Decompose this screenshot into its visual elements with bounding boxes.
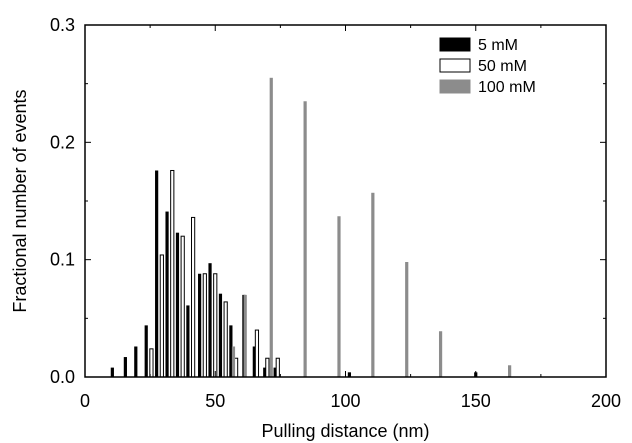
bar-5-mm-9 <box>208 263 212 377</box>
legend-swatch-100-mm <box>439 79 471 94</box>
bar-100-mm-5 <box>371 192 375 377</box>
bar-5-mm-1 <box>123 357 127 377</box>
legend-swatch-5-mm <box>439 37 471 52</box>
bar-100-mm-8 <box>508 365 512 377</box>
bars-layer <box>110 77 512 378</box>
y-tick-label: 0.0 <box>50 367 75 387</box>
bar-50-mm-10 <box>265 357 270 378</box>
bar-50-mm-7 <box>223 301 228 378</box>
bar-50-mm-0 <box>149 348 154 378</box>
legend-swatch-50-mm <box>439 58 471 73</box>
legend-label-50-mm: 50 mM <box>478 58 527 75</box>
bar-5-mm-3 <box>144 325 148 377</box>
bar-100-mm-2 <box>269 77 273 378</box>
bar-50-mm-3 <box>180 235 185 378</box>
bar-5-mm-10 <box>218 293 223 377</box>
y-tick-label: 0.1 <box>50 250 75 270</box>
bar-5-mm-16 <box>347 372 352 377</box>
bar-5-mm-14 <box>263 367 267 377</box>
bar-100-mm-7 <box>438 331 443 377</box>
bar-100-mm-6 <box>405 262 409 377</box>
bar-5-mm-8 <box>198 273 202 377</box>
bar-5-mm-7 <box>186 305 190 377</box>
bar-5-mm-15 <box>273 367 277 377</box>
y-tick-label: 0.2 <box>50 132 75 152</box>
bar-100-mm-0 <box>231 346 236 377</box>
bar-5-mm-11 <box>229 325 233 377</box>
x-tick-label: 0 <box>80 391 90 411</box>
ticks-layer: 0 50 100 150 200 0.0 0.1 0.2 0.3 <box>50 15 621 411</box>
bar-50-mm-4 <box>191 216 196 378</box>
bar-100-mm-4 <box>337 216 341 377</box>
y-tick-label: 0.3 <box>50 15 75 35</box>
bar-100-mm-3 <box>303 101 307 378</box>
bar-50-mm-5 <box>202 273 207 378</box>
bar-50-mm-9 <box>254 329 260 378</box>
bar-5-mm-2 <box>134 346 138 377</box>
bar-5-mm-6 <box>175 232 180 377</box>
legend-label-100-mm: 100 mM <box>478 79 536 96</box>
bar-5-mm-4 <box>155 170 159 377</box>
legend: 5 mM 50 mM 100 mM <box>439 37 536 96</box>
bar-5-mm-13 <box>252 346 256 377</box>
x-tick-label: 150 <box>461 391 491 411</box>
bar-5-mm-0 <box>110 367 114 377</box>
x-tick-label: 100 <box>330 391 360 411</box>
x-tick-label: 200 <box>591 391 621 411</box>
y-axis-label: Fractional number of events <box>10 89 30 312</box>
legend-label-5-mm: 5 mM <box>478 37 518 54</box>
bar-50-mm-6 <box>213 273 218 378</box>
x-axis-label: Pulling distance (nm) <box>261 421 429 441</box>
bar-50-mm-2 <box>170 169 175 378</box>
bar-50-mm-1 <box>159 254 164 378</box>
bar-50-mm-11 <box>275 357 280 378</box>
x-tick-label: 50 <box>205 391 225 411</box>
bar-5-mm-5 <box>165 211 169 377</box>
bar-100-mm-1 <box>243 294 247 377</box>
